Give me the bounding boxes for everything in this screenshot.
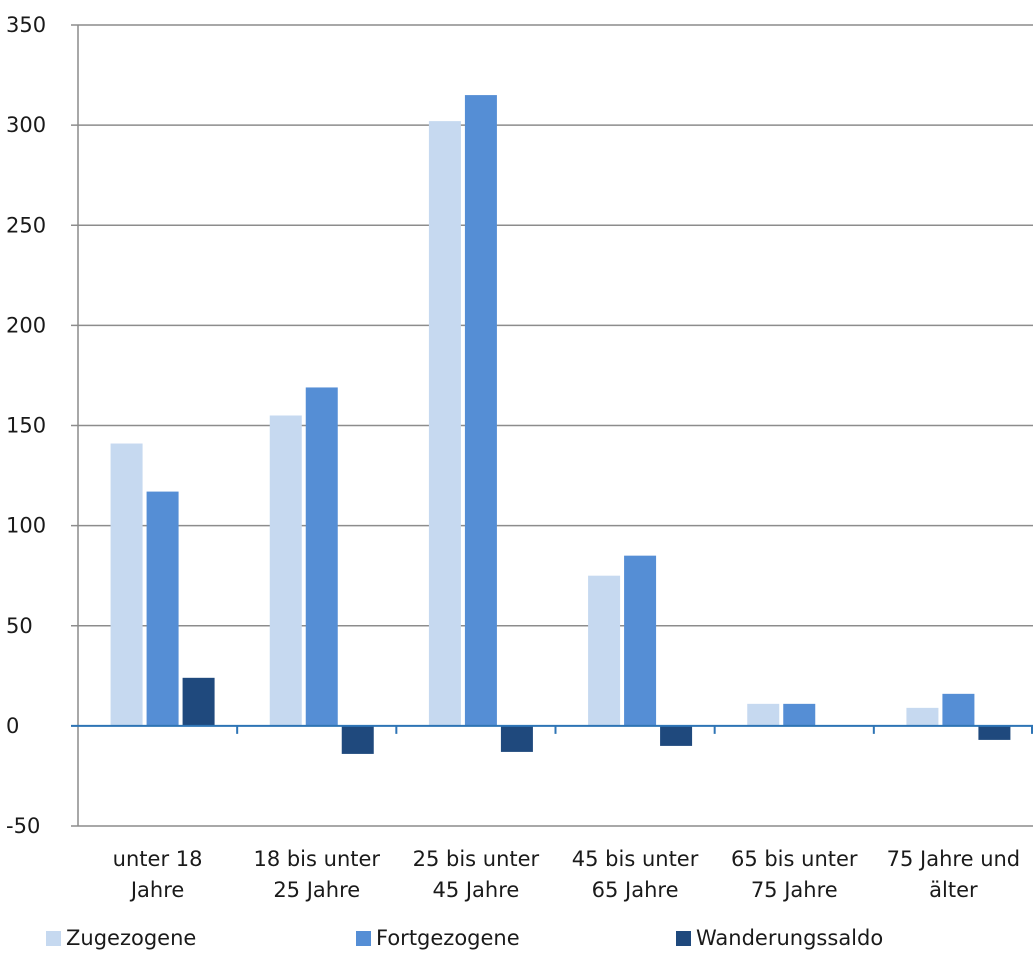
bar-wanderungssaldo bbox=[182, 677, 215, 726]
x-category-label: Jahre bbox=[129, 878, 184, 902]
x-category-label: 65 bis unter bbox=[731, 847, 858, 871]
legend-label-fortgezogene: Fortgezogene bbox=[376, 926, 520, 950]
axes bbox=[71, 24, 1033, 827]
bar-fortgezogene bbox=[783, 703, 816, 726]
gridlines bbox=[78, 24, 1033, 827]
y-tick-label: 50 bbox=[6, 614, 33, 638]
y-tick-label: 100 bbox=[6, 514, 46, 538]
bar-fortgezogene bbox=[146, 491, 179, 726]
y-tick-label: 0 bbox=[6, 714, 19, 738]
legend: Zugezogene Fortgezogene Wanderungssaldo bbox=[46, 926, 1006, 962]
x-category-label: unter 18 bbox=[113, 847, 203, 871]
bar-zugezogene bbox=[588, 575, 621, 726]
x-category-label: 75 Jahre und bbox=[887, 847, 1021, 871]
bar-fortgezogene bbox=[624, 555, 657, 726]
x-category-label: 25 bis unter bbox=[413, 847, 540, 871]
y-tick-label: -50 bbox=[6, 814, 40, 838]
y-tick-label: 200 bbox=[6, 313, 46, 337]
x-category-label: 18 bis unter bbox=[253, 847, 380, 871]
x-category-label: 45 bis unter bbox=[572, 847, 699, 871]
bar-chart: -50 0 50 100 150 200 250 300 350 unter 18 Jahre 18… bbox=[6, 13, 1033, 902]
bar-wanderungssaldo bbox=[341, 725, 374, 754]
legend-item-zugezogene: Zugezogene bbox=[46, 926, 196, 950]
legend-swatch-fortgezogene bbox=[356, 930, 371, 946]
y-tick-label: 150 bbox=[6, 414, 46, 438]
x-category-label: 75 Jahre bbox=[751, 878, 838, 902]
legend-swatch-wanderungssaldo bbox=[676, 930, 691, 946]
bar-zugezogene bbox=[269, 415, 302, 726]
bar-fortgezogene bbox=[305, 387, 338, 726]
legend-swatch-zugezogene bbox=[46, 930, 61, 946]
bars bbox=[110, 95, 1011, 754]
y-tick-label: 300 bbox=[6, 113, 46, 137]
x-category-label: 25 Jahre bbox=[273, 878, 360, 902]
bar-fortgezogene bbox=[464, 95, 497, 726]
y-tick-label: 350 bbox=[6, 13, 46, 37]
bar-fortgezogene bbox=[942, 693, 975, 726]
bar-zugezogene bbox=[428, 121, 461, 726]
x-category-label: 45 Jahre bbox=[432, 878, 519, 902]
bar-zugezogene bbox=[747, 703, 780, 726]
x-category-label: älter bbox=[929, 878, 978, 902]
bar-wanderungssaldo bbox=[660, 725, 693, 746]
bar-wanderungssaldo bbox=[500, 725, 533, 752]
bar-zugezogene bbox=[110, 443, 143, 726]
y-tick-labels: -50 0 50 100 150 200 250 300 350 bbox=[6, 13, 46, 838]
legend-item-fortgezogene: Fortgezogene bbox=[356, 926, 520, 950]
x-category-label: 65 Jahre bbox=[592, 878, 679, 902]
legend-label-wanderungssaldo: Wanderungssaldo bbox=[696, 926, 884, 950]
bar-wanderungssaldo bbox=[978, 725, 1011, 740]
legend-label-zugezogene: Zugezogene bbox=[66, 926, 197, 950]
bar-zugezogene bbox=[906, 707, 939, 726]
legend-item-wanderungssaldo: Wanderungssaldo bbox=[676, 926, 883, 950]
y-tick-label: 250 bbox=[6, 213, 46, 237]
x-category-labels: unter 18 Jahre 18 bis unter 25 Jahre 25 bis … bbox=[113, 847, 1020, 902]
